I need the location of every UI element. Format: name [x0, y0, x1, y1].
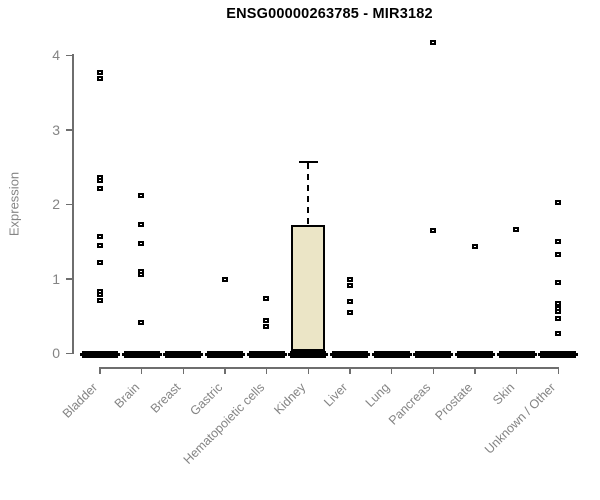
y-tick-label: 4 — [52, 47, 60, 63]
data-point — [96, 233, 103, 239]
data-point — [554, 308, 561, 314]
zero-box — [496, 351, 537, 358]
data-point — [513, 226, 520, 232]
data-point — [554, 331, 561, 337]
zero-box — [371, 351, 412, 358]
zero-box — [330, 351, 371, 358]
zero-box — [288, 351, 329, 358]
data-point — [263, 317, 270, 323]
zero-box — [163, 351, 204, 358]
y-tick-label: 0 — [52, 345, 60, 361]
y-tick — [66, 278, 73, 280]
y-tick-label: 1 — [52, 270, 60, 287]
data-point — [554, 200, 561, 205]
zero-box — [121, 351, 162, 358]
data-point — [429, 39, 436, 45]
y-tick — [66, 203, 73, 205]
x-tick — [515, 368, 518, 374]
whisker — [307, 162, 310, 225]
data-point — [138, 192, 145, 198]
data-point — [263, 324, 270, 330]
data-point — [96, 259, 103, 265]
data-point — [96, 298, 103, 304]
y-tick-label: 2 — [52, 196, 60, 212]
data-point — [138, 222, 145, 228]
y-tick — [66, 352, 73, 354]
data-point — [138, 319, 145, 325]
chart-title: ENSG00000263785 - MIR3182 — [226, 6, 433, 22]
data-point — [346, 299, 353, 305]
data-point — [96, 69, 103, 75]
x-tick — [432, 368, 435, 374]
data-point — [138, 240, 145, 246]
data-point — [471, 243, 478, 249]
x-tick — [182, 368, 185, 374]
data-point — [554, 300, 561, 306]
data-point — [429, 228, 436, 234]
data-point — [554, 252, 561, 258]
x-tick — [557, 368, 560, 374]
x-axis — [99, 367, 559, 369]
y-tick-label: 3 — [52, 121, 60, 138]
x-tick — [349, 368, 351, 374]
data-point — [221, 276, 228, 282]
zero-box — [455, 351, 496, 358]
box — [291, 225, 326, 351]
x-tick — [99, 368, 101, 374]
data-point — [138, 272, 145, 278]
x-tick — [474, 368, 476, 374]
data-point — [554, 238, 561, 244]
y-tick — [66, 54, 73, 56]
data-point — [554, 316, 561, 322]
data-point — [96, 291, 103, 297]
data-point — [346, 309, 353, 315]
zero-box — [538, 351, 579, 358]
data-point — [554, 280, 561, 286]
x-tick — [390, 368, 393, 374]
y-tick — [66, 129, 73, 131]
x-tick — [265, 368, 268, 374]
x-tick — [140, 368, 143, 374]
x-tick — [307, 368, 310, 374]
zero-box — [80, 351, 120, 358]
data-point — [263, 296, 270, 302]
zero-box — [205, 351, 245, 358]
zero-box — [413, 351, 454, 358]
zero-box — [246, 351, 287, 358]
x-tick — [224, 368, 226, 374]
data-point — [346, 277, 353, 283]
data-point — [96, 243, 103, 249]
data-point — [96, 178, 103, 184]
data-point — [96, 185, 103, 191]
data-point — [96, 76, 103, 82]
whisker-cap — [298, 160, 318, 163]
data-point — [346, 282, 353, 288]
